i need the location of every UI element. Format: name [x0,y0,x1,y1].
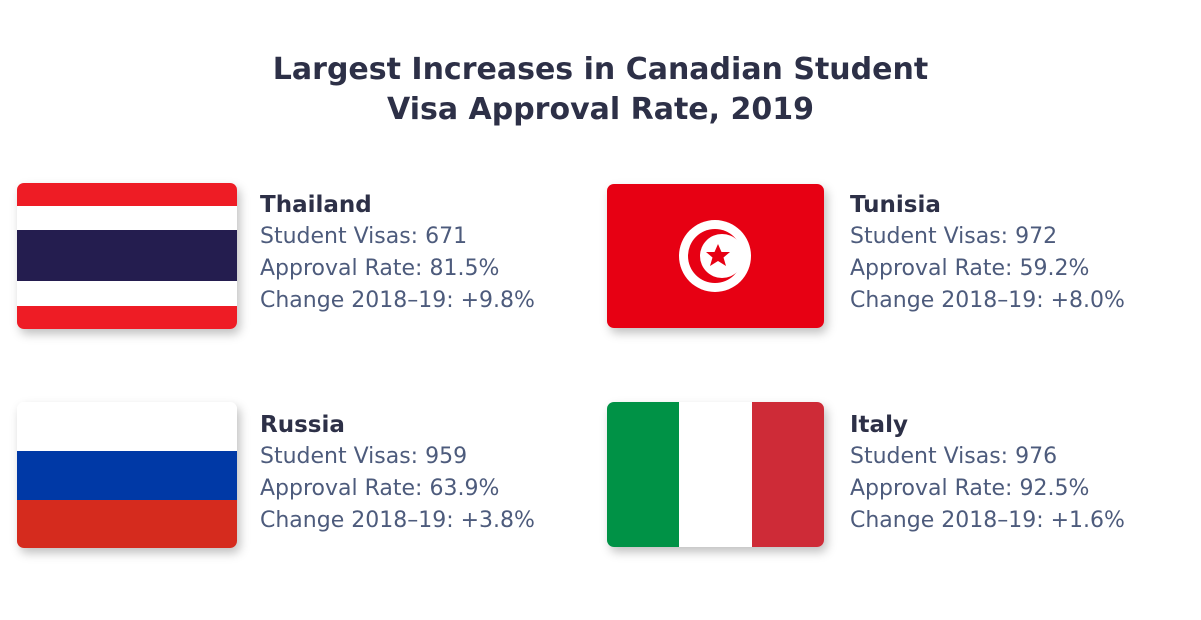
stat-line: Approval Rate: 59.2% [850,256,1090,281]
title: Largest Increases in Canadian Student Vi… [0,50,1201,130]
flag-russia [17,402,237,548]
stat-line: Change 2018–19: +1.6% [850,508,1125,533]
stat-line: Student Visas: 671 [260,224,468,249]
stat-line: Approval Rate: 92.5% [850,476,1090,501]
card-info: Italy Student Visas: 976 Approval Rate: … [850,409,1125,537]
stat-line: Student Visas: 972 [850,224,1058,249]
card-info: Russia Student Visas: 959 Approval Rate:… [260,409,535,537]
card-info: Thailand Student Visas: 671 Approval Rat… [260,189,535,317]
stat-line: Change 2018–19: +9.8% [260,288,535,313]
card-info: Tunisia Student Visas: 972 Approval Rate… [850,189,1125,317]
stat-line: Change 2018–19: +3.8% [260,508,535,533]
country-name: Thailand [260,192,372,218]
flag-tunisia [607,184,824,328]
country-name: Tunisia [850,192,941,218]
stat-line: Approval Rate: 81.5% [260,256,500,281]
stat-line: Approval Rate: 63.9% [260,476,500,501]
title-line: Visa Approval Rate, 2019 [387,92,814,127]
country-name: Italy [850,412,908,438]
title-line: Largest Increases in Canadian Student [272,52,929,87]
flag-italy [607,402,824,547]
stat-line: Change 2018–19: +8.0% [850,288,1125,313]
stat-line: Student Visas: 959 [260,444,468,469]
flag-thailand [17,183,237,329]
country-name: Russia [260,412,345,438]
stat-line: Student Visas: 976 [850,444,1058,469]
